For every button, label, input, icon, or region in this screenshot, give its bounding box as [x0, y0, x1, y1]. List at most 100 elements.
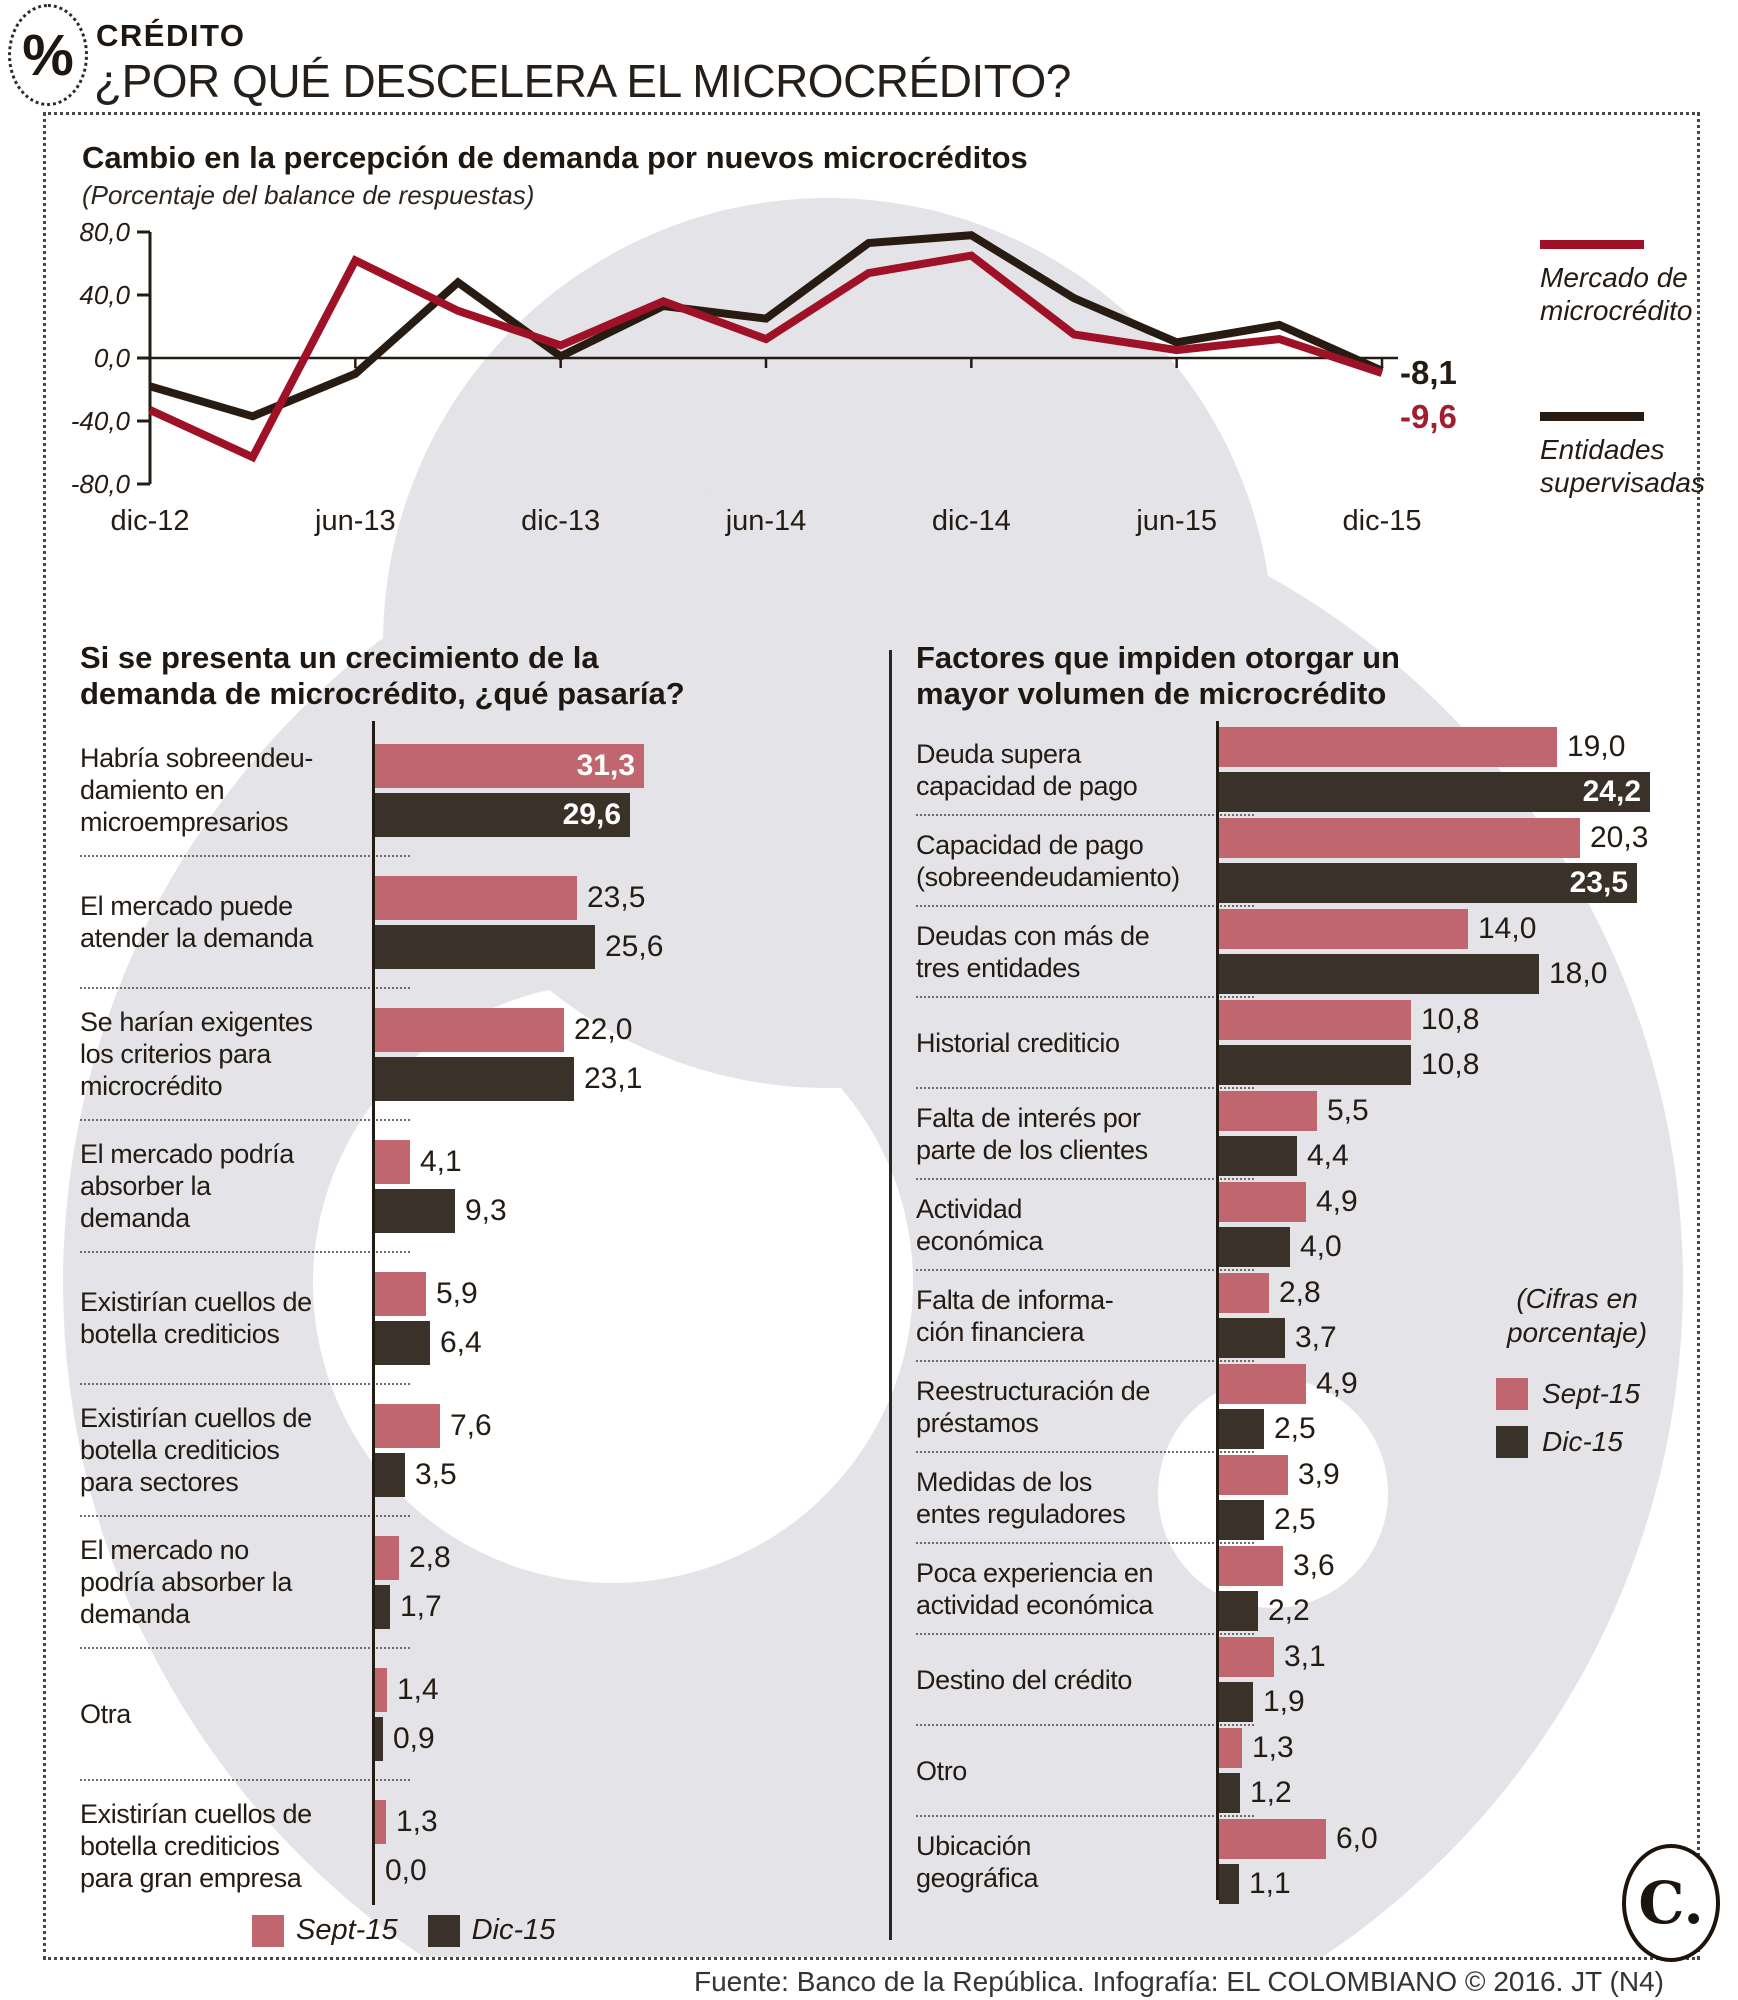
right-chart-title-line2: mayor volumen de microcrédito [916, 676, 1387, 711]
bar-dic-15-fill [375, 924, 595, 969]
bar-row: Poca experiencia en actividad económica 3,… [916, 1544, 1698, 1633]
row-separator [916, 1360, 1254, 1362]
bar-row-label-line: Ubicación [916, 1830, 1031, 1861]
bar-row: Falta de interés por parte de los cliente… [916, 1089, 1698, 1178]
bar-row: Capacidad de pago (sobreendeudamiento) 20,… [916, 816, 1698, 905]
x-tick-label: dic-12 [111, 505, 190, 537]
bar-sept-15: 3,6 [1219, 1546, 1698, 1586]
bar-sept-15: 4,1 [375, 1139, 870, 1184]
bar-value: 2,5 [1274, 1503, 1316, 1536]
left-chart-title: Si se presenta un crecimiento de la dema… [80, 640, 720, 712]
bar-sept-15: 5,9 [375, 1271, 870, 1316]
bar-row-label-line: botella crediticios [80, 1319, 280, 1349]
bar-dic-15: 2,2 [1219, 1591, 1698, 1631]
sept-15-swatch [1496, 1378, 1528, 1410]
bar-pair: 4,9 2,5 [1216, 1364, 1698, 1449]
bar-row-label: Destino del crédito [916, 1664, 1216, 1696]
bar-value: 0,9 [393, 1721, 435, 1755]
row-separator [916, 814, 1254, 816]
legend-entidades-line1: Entidades [1540, 434, 1665, 465]
percent-icon: % [8, 4, 88, 106]
bar-value: 0,0 [385, 1853, 427, 1887]
y-tick-label: -80,0 [72, 469, 131, 499]
bar-row-label: Ubicación geográfica [916, 1830, 1216, 1894]
bar-sept-15: 3,1 [1219, 1637, 1698, 1677]
dic-15-swatch [1496, 1426, 1528, 1458]
source-credit: Fuente: Banco de la República. Infografí… [694, 1966, 1664, 1997]
bar-value: 23,5 [587, 880, 646, 914]
bar-dic-15: 1,2 [1219, 1773, 1698, 1813]
units-note-line1: (Cifras en [1516, 1283, 1638, 1314]
bar-sept-15-fill [1219, 1000, 1411, 1040]
bar-row-label: El mercado no podría absorber la demanda [80, 1534, 372, 1630]
legend-item-dic: Dic-15 [1452, 1426, 1702, 1458]
bar-value: 6,4 [440, 1325, 482, 1359]
bar-axis [1216, 721, 1219, 1900]
bar-row: Otra 1,4 0,9 [80, 1649, 870, 1779]
bar-sept-15-fill [1219, 1637, 1274, 1677]
bar-row-label-line: para gran empresa [80, 1863, 302, 1893]
bar-value: 3,5 [415, 1457, 457, 1491]
bar-sept-15-fill: 31,3 [375, 743, 644, 788]
bar-value: 19,0 [1567, 730, 1626, 763]
dic-15-label: Dic-15 [1542, 1426, 1623, 1457]
bar-value: 4,4 [1307, 1139, 1349, 1172]
bar-row: El mercado no podría absorber la demanda 2,… [80, 1517, 870, 1647]
bar-row-label: Deuda supera capacidad de pago [916, 738, 1216, 802]
bar-dic-15-fill [375, 1320, 430, 1365]
bar-sept-15: 22,0 [375, 1007, 870, 1052]
bar-row-label: Otra [80, 1698, 372, 1730]
bar-row-label-line: Actividad [916, 1193, 1022, 1224]
bar-pair: 6,0 1,1 [1216, 1819, 1698, 1904]
bar-sept-15-fill [1219, 727, 1557, 767]
bar-row-label-line: Otro [916, 1755, 967, 1786]
bar-dic-15-fill: 29,6 [375, 792, 630, 837]
sept-15-label: Sept-15 [296, 1914, 398, 1946]
row-separator [916, 996, 1254, 998]
bar-sept-15-fill [375, 1667, 387, 1712]
bar-row-label-line: económica [916, 1225, 1043, 1256]
line-chart: 80,0 40,0 0,0 -40,0 -80,0 dic-12 jun-13 dic-13 j… [72, 217, 1457, 537]
bar-sept-15-fill [375, 1271, 426, 1316]
bar-row: Medidas de los entes reguladores 3,9 2,5 [916, 1453, 1698, 1542]
percent-glyph: % [22, 22, 74, 88]
bar-sept-15: 23,5 [375, 875, 870, 920]
bar-value: 4,9 [1316, 1185, 1358, 1218]
bar-sept-15: 31,3 [375, 743, 870, 788]
bar-row-label-line: Otra [80, 1699, 131, 1729]
bar-dic-15-fill [1219, 1045, 1411, 1085]
bar-row-label-line: absorber la [80, 1171, 211, 1201]
line-chart-title: Cambio en la percepción de demanda por n… [82, 140, 1028, 175]
bar-dic-15: 9,3 [375, 1188, 870, 1233]
bar-row: Actividad económica 4,9 4,0 [916, 1180, 1698, 1269]
dic-15-swatch [427, 1914, 460, 1947]
bar-dic-15: 3,5 [375, 1452, 870, 1497]
row-separator [80, 1383, 410, 1385]
dic-15-label: Dic-15 [471, 1914, 556, 1946]
bar-pair: 3,9 2,5 [1216, 1455, 1698, 1540]
bar-value: 1,3 [396, 1804, 438, 1838]
bar-dic-15: 25,6 [375, 924, 870, 969]
bar-dic-15: 4,4 [1219, 1136, 1698, 1176]
units-note: (Cifras en porcentaje) [1452, 1282, 1702, 1350]
bar-dic-15: 0,9 [375, 1716, 870, 1761]
bar-row-label-line: Existirían cuellos de [80, 1403, 312, 1433]
bar-row-label-line: Medidas de los [916, 1466, 1093, 1497]
bar-value: 3,7 [1295, 1321, 1337, 1354]
bar-row-label-line: geográfica [916, 1862, 1039, 1893]
bar-pair: 7,6 3,5 [372, 1403, 870, 1497]
bar-row-label-line: demanda [80, 1203, 190, 1233]
bar-dic-15-fill [375, 1716, 383, 1761]
bar-dic-15-fill [375, 1584, 390, 1629]
bar-sept-15: 5,5 [1219, 1091, 1698, 1131]
bar-row-label-line: Existirían cuellos de [80, 1287, 312, 1317]
bar-dic-15: 4,0 [1219, 1227, 1698, 1267]
bar-sept-15-fill [375, 1007, 564, 1052]
bar-row-label-line: atender la demanda [80, 923, 313, 953]
bar-row-label-line: Deuda supera [916, 738, 1081, 769]
bar-dic-15: 1,1 [1219, 1864, 1698, 1904]
bar-row-label-line: botella crediticios [80, 1831, 280, 1861]
bar-row-label: Otro [916, 1755, 1216, 1787]
bar-dic-15: 18,0 [1219, 954, 1698, 994]
bar-value: 9,3 [465, 1193, 507, 1227]
